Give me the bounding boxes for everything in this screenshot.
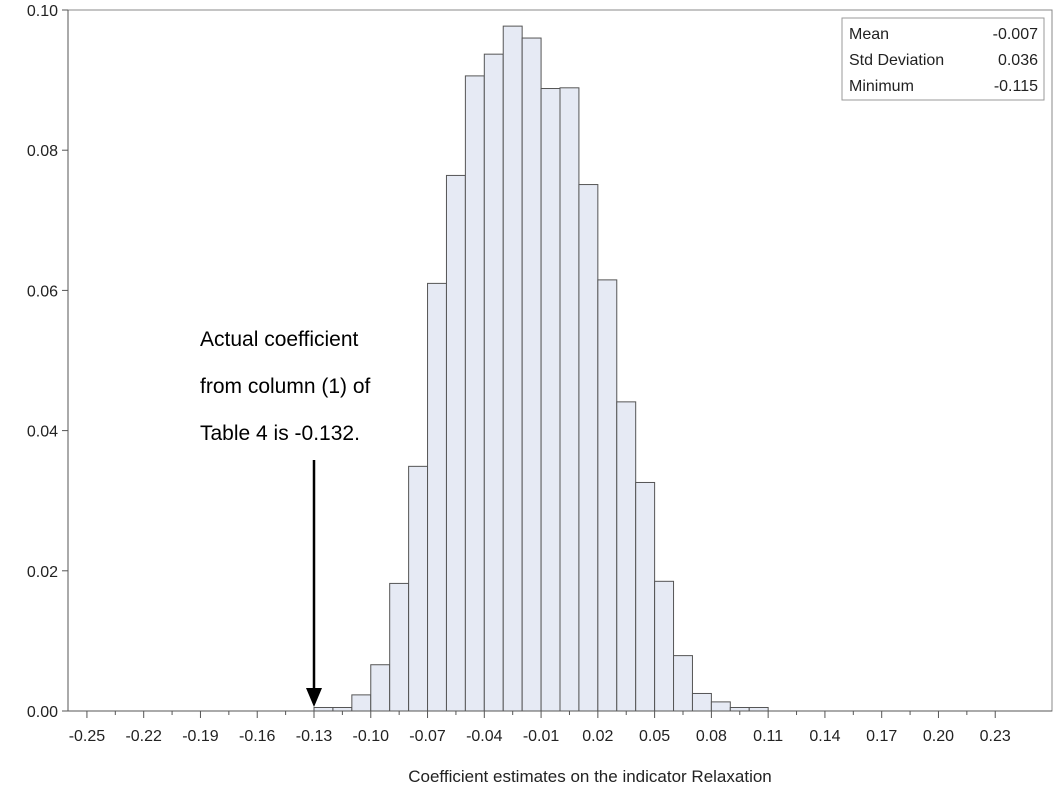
y-axis: 0.00 0.02 0.04 0.06 0.08 0.10 <box>27 3 69 721</box>
histogram-bar <box>313 706 334 712</box>
histogram-bar <box>483 53 504 712</box>
arrow-head-icon <box>306 688 322 707</box>
x-tick-label: -0.04 <box>466 728 503 745</box>
stat-value: -0.115 <box>994 78 1038 95</box>
x-tick-label: -0.13 <box>296 728 333 745</box>
histogram-bar <box>710 701 731 712</box>
x-tick-label: 0.23 <box>980 728 1011 745</box>
histogram-bar <box>616 401 637 712</box>
annotation-text: Actual coefficient <box>200 328 359 351</box>
histogram-bar <box>351 694 372 712</box>
histogram-bar <box>427 282 447 712</box>
annotation-text: Table 4 is -0.132. <box>200 422 360 445</box>
histogram-bar <box>578 184 599 712</box>
histogram-bar <box>748 706 769 712</box>
histogram-bar <box>654 580 675 712</box>
histogram-bar <box>464 75 485 712</box>
x-tick-label: 0.08 <box>696 728 727 745</box>
stats-inset-frame <box>841 17 1045 101</box>
y-tick-label: 0.10 <box>27 3 58 20</box>
histogram-bar <box>597 279 618 712</box>
histogram-bar <box>559 87 580 712</box>
stat-label: Minimum <box>849 78 914 95</box>
histogram-bar <box>445 174 466 712</box>
stat-value: 0.036 <box>998 52 1038 69</box>
histogram-bar <box>502 25 523 712</box>
y-tick-label: 0.04 <box>27 424 58 441</box>
x-tick-label: -0.25 <box>69 728 106 745</box>
x-tick-label: -0.22 <box>125 728 162 745</box>
histogram-bar <box>635 481 656 712</box>
x-tick-label: 0.11 <box>753 728 783 745</box>
histogram-bar <box>691 692 712 712</box>
x-tick-label: -0.19 <box>182 728 219 745</box>
x-tick-label: -0.16 <box>239 728 276 745</box>
x-axis: -0.25 -0.22 -0.19 -0.16 -0.13 -0.10 -0.07 -0.04… <box>68 710 1052 745</box>
histogram-bar <box>521 37 542 712</box>
annotation-text: from column (1) of <box>200 375 371 398</box>
x-tick-label: -0.07 <box>409 728 446 745</box>
histogram-bar <box>729 706 750 712</box>
histogram-bar <box>389 582 410 712</box>
stat-value: -0.007 <box>993 26 1038 43</box>
histogram-bar <box>673 655 693 712</box>
annotation: Actual coefficient from column (1) of Ta… <box>200 328 371 707</box>
x-axis-title: Coefficient estimates on the indicator R… <box>408 767 772 786</box>
x-tick-label: 0.17 <box>866 728 897 745</box>
x-tick-label: 0.14 <box>809 728 840 745</box>
histogram-bar <box>332 706 353 712</box>
y-tick-label: 0.08 <box>27 143 58 160</box>
histogram-bar <box>540 88 561 712</box>
stat-label: Mean <box>849 26 889 43</box>
x-tick-label: 0.20 <box>923 728 954 745</box>
x-tick-label: 0.02 <box>582 728 613 745</box>
stat-label: Std Deviation <box>849 52 944 69</box>
stats-inset: Mean -0.007 Std Deviation 0.036 Minimum … <box>841 17 1045 101</box>
histogram-bar <box>408 465 429 712</box>
histogram-bars <box>313 25 769 712</box>
histogram-bar <box>370 664 391 712</box>
y-tick-label: 0.06 <box>27 283 58 300</box>
y-tick-label: 0.02 <box>27 564 58 581</box>
x-tick-label: -0.10 <box>353 728 390 745</box>
y-tick-label: 0.00 <box>27 704 58 721</box>
x-tick-label: -0.01 <box>523 728 560 745</box>
x-tick-label: 0.05 <box>639 728 670 745</box>
